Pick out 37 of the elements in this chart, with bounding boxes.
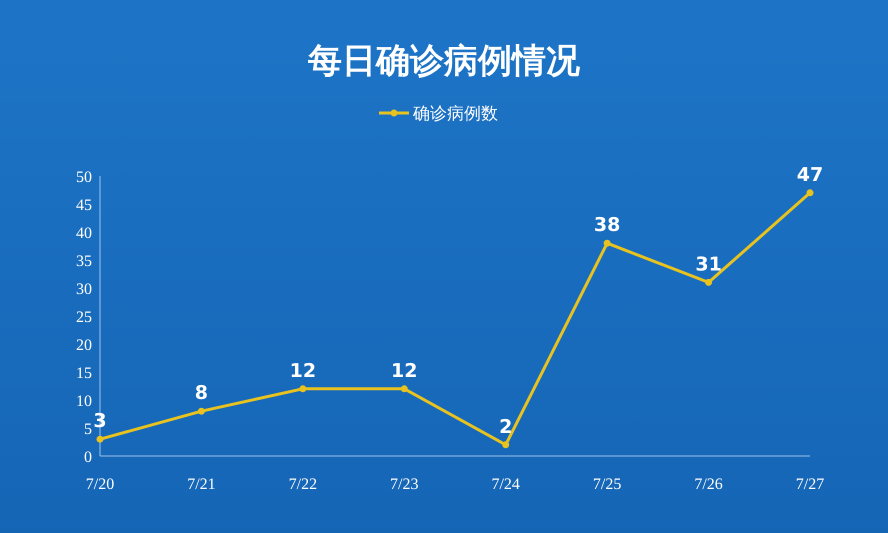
point — [705, 278, 712, 286]
point — [96, 436, 104, 443]
x-tick-label: 7/24 — [491, 476, 520, 493]
y-tick-label: 40 — [76, 225, 92, 242]
data-label: 31 — [695, 253, 722, 276]
y-tick-label: 0 — [84, 449, 92, 466]
point — [502, 441, 510, 448]
y-tick-label: 45 — [76, 197, 92, 214]
y-tick-label: 25 — [76, 309, 92, 326]
y-tick-label: 10 — [76, 393, 92, 410]
data-label: 12 — [391, 360, 418, 382]
legend: 确诊病例数 — [379, 104, 498, 124]
x-tick-label: 7/23 — [390, 476, 419, 493]
point — [198, 408, 205, 415]
x-tick-label: 7/25 — [592, 476, 622, 493]
point — [299, 385, 306, 392]
y-tick-label: 30 — [76, 281, 92, 298]
x-tick-label: 7/26 — [694, 476, 723, 493]
x-tick-label: 7/22 — [288, 476, 318, 493]
y-tick-label: 35 — [76, 253, 92, 270]
data-label: 8 — [194, 382, 208, 404]
y-tick-label: 5 — [84, 421, 92, 438]
point — [604, 240, 611, 247]
x-tick-label: 7/20 — [86, 476, 114, 493]
legend-label: 确诊病例数 — [412, 104, 498, 124]
point — [806, 189, 814, 196]
x-tick-label: 7/27 — [796, 476, 824, 493]
chart-title: 每日确诊病例情况 — [307, 41, 581, 81]
x-tick-label: 7/21 — [187, 476, 216, 493]
data-label: 47 — [796, 164, 824, 186]
point — [400, 385, 408, 392]
data-label: 2 — [499, 416, 512, 438]
data-label: 38 — [594, 214, 620, 236]
data-label: 12 — [290, 360, 316, 382]
y-tick-label: 15 — [76, 365, 92, 382]
y-tick-label: 20 — [76, 337, 92, 354]
y-tick-label: 50 — [76, 169, 92, 186]
